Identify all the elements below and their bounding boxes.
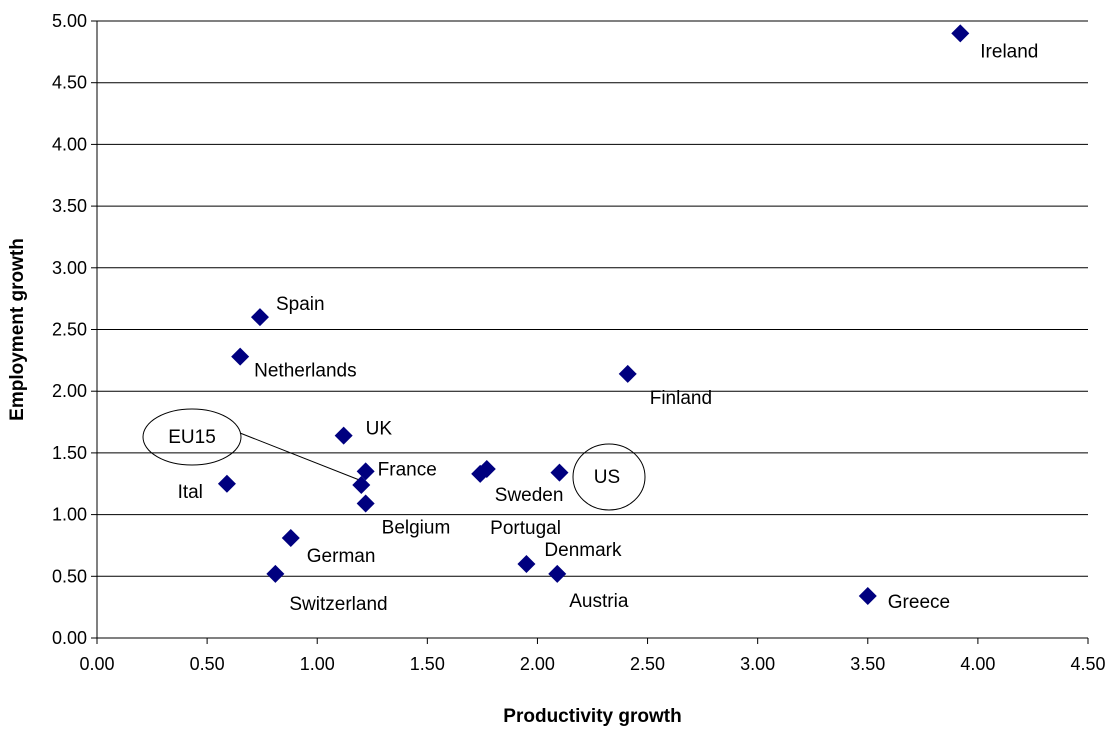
- y-tick-label: 2.00: [52, 381, 87, 401]
- data-point-greece: [858, 587, 877, 606]
- data-point-switzerland: [266, 564, 285, 583]
- point-label-sweden: Sweden: [495, 485, 564, 506]
- axes: [91, 20, 1089, 644]
- y-tick-label: 3.00: [52, 258, 87, 278]
- x-tick-label: 3.00: [740, 654, 775, 674]
- x-tick-label: 3.50: [850, 654, 885, 674]
- y-tick-label: 1.50: [52, 443, 87, 463]
- data-point-denmark: [517, 554, 536, 573]
- us-annotation-ellipse: [572, 443, 646, 511]
- data-point-netherlands: [231, 347, 250, 366]
- data-point-ital: [217, 474, 236, 493]
- point-label-denmark: Denmark: [544, 540, 622, 561]
- point-labels: Ireland Spain Netherlands Finland UK Ital Fran…: [178, 41, 1039, 614]
- y-tick-label: 0.00: [52, 628, 87, 648]
- point-label-switzerland: Switzerland: [289, 594, 387, 615]
- x-tick-label: 0.50: [190, 654, 225, 674]
- gridlines: [97, 82, 1088, 577]
- point-label-netherlands: Netherlands: [254, 361, 356, 382]
- point-label-austria: Austria: [569, 591, 629, 612]
- point-label-portugal: Portugal: [490, 518, 561, 539]
- data-point-unlabeled-11: [550, 463, 569, 482]
- y-tick-label: 1.00: [52, 505, 87, 525]
- point-label-ireland: Ireland: [980, 41, 1038, 62]
- data-point-ireland: [951, 24, 970, 43]
- x-axis-title: Productivity growth: [503, 706, 681, 727]
- x-tick-label: 2.00: [520, 654, 555, 674]
- x-tick-label: 4.50: [1070, 654, 1105, 674]
- eu15-annotation-ellipse: [142, 408, 242, 466]
- data-point-spain: [250, 308, 269, 327]
- annotations: EU15 US: [142, 408, 646, 511]
- data-point-finland: [618, 364, 637, 383]
- point-label-france: France: [378, 459, 437, 480]
- point-label-spain: Spain: [276, 294, 325, 315]
- y-tick-label: 0.50: [52, 566, 87, 586]
- x-tick-label: 0.00: [79, 654, 114, 674]
- y-tick-labels: 0.00 0.50 1.00 1.50 2.00 2.50 3.00 3.50 4.00 4.50…: [52, 11, 87, 648]
- point-label-ital: Ital: [178, 482, 203, 503]
- y-axis-title: Employment growth: [7, 238, 28, 421]
- point-label-belgium: Belgium: [382, 517, 451, 538]
- data-point-unlabeled-7: [352, 475, 371, 494]
- data-point-uk: [334, 426, 353, 445]
- data-points: [217, 24, 970, 606]
- x-tick-label: 4.00: [960, 654, 995, 674]
- us-annotation-label: US: [594, 467, 620, 488]
- data-point-austria: [548, 564, 567, 583]
- y-tick-label: 4.50: [52, 73, 87, 93]
- point-label-greece: Greece: [888, 592, 950, 613]
- point-label-german: German: [307, 546, 376, 567]
- y-tick-label: 4.00: [52, 134, 87, 154]
- x-tick-label: 1.50: [410, 654, 445, 674]
- x-tick-label: 2.50: [630, 654, 665, 674]
- y-tick-label: 5.00: [52, 11, 87, 31]
- y-tick-label: 3.50: [52, 196, 87, 216]
- x-tick-labels: 0.00 0.50 1.00 1.50 2.00 2.50 3.00 3.50 4.00 4.50: [79, 654, 1105, 674]
- data-point-belgium: [356, 494, 375, 513]
- data-point-france: [356, 462, 375, 481]
- x-tick-label: 1.00: [300, 654, 335, 674]
- y-tick-label: 2.50: [52, 320, 87, 340]
- point-label-finland: Finland: [650, 388, 712, 409]
- data-point-portugal: [471, 464, 490, 483]
- point-label-uk: UK: [366, 419, 393, 440]
- eu15-leader-line: [239, 432, 368, 484]
- eu15-annotation-label: EU15: [168, 427, 216, 448]
- data-point-german: [281, 529, 300, 548]
